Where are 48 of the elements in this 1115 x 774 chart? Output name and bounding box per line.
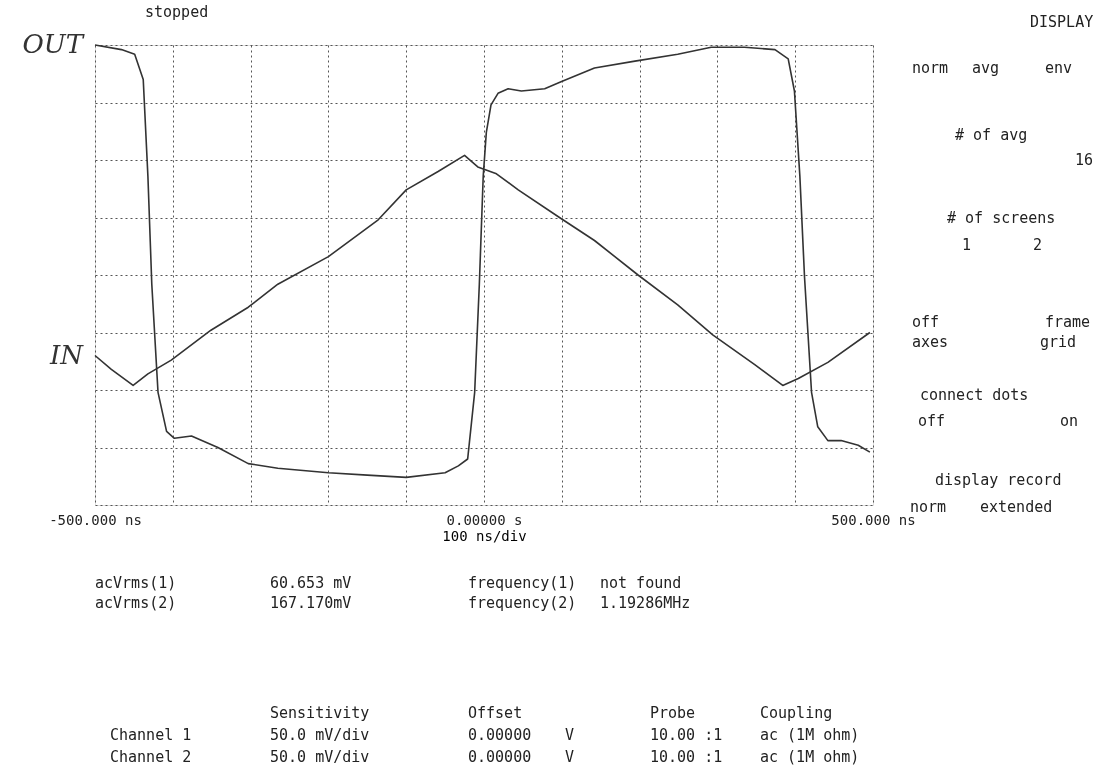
text: norm xyxy=(912,59,949,77)
text: extended xyxy=(980,498,1053,516)
x-tick-label: 0.00000 s xyxy=(446,511,523,528)
text: 10.00 :1 xyxy=(650,748,723,766)
text: 10.00 :1 xyxy=(650,726,723,744)
text: ac (1M ohm) xyxy=(760,726,860,744)
text: frequency(2) xyxy=(468,594,577,612)
text: not found xyxy=(600,574,682,592)
text: off xyxy=(912,313,940,331)
text: env xyxy=(1045,59,1073,77)
text: 2 xyxy=(1033,236,1043,254)
text: 167.170mV xyxy=(270,594,352,612)
text: acVrms(1) xyxy=(95,574,177,592)
text: V xyxy=(565,748,575,766)
text: connect dots xyxy=(920,386,1029,404)
text: 0.00000 xyxy=(468,748,532,766)
text: avg xyxy=(972,59,1000,77)
series-label: OUT xyxy=(22,29,85,59)
text: # of avg xyxy=(955,126,1028,144)
text: acVrms(2) xyxy=(95,594,177,612)
text: 50.0 mV/div xyxy=(270,748,370,766)
text: 1 xyxy=(962,236,972,254)
text: # of screens xyxy=(947,209,1056,227)
text: Channel 2 xyxy=(110,748,192,766)
x-axis-title: 100 ns/div xyxy=(442,527,527,544)
text: Channel 1 xyxy=(110,726,192,744)
text: 0.00000 xyxy=(468,726,532,744)
text: Sensitivity xyxy=(270,704,370,722)
text: frame xyxy=(1045,313,1091,331)
text: grid xyxy=(1040,333,1077,351)
text: 60.653 mV xyxy=(270,574,352,592)
text: axes xyxy=(912,333,949,351)
text: off xyxy=(918,412,946,430)
text: DISPLAY xyxy=(1030,13,1094,31)
text: V xyxy=(565,726,575,744)
text: Offset xyxy=(468,704,523,722)
x-tick-label: -500.000 ns xyxy=(49,511,142,528)
text: Probe xyxy=(650,704,696,722)
text: frequency(1) xyxy=(468,574,577,592)
text: 16 xyxy=(1075,151,1094,169)
text: display record xyxy=(935,471,1062,489)
text: stopped xyxy=(145,3,209,21)
text: ac (1M ohm) xyxy=(760,748,860,766)
text: Coupling xyxy=(760,704,833,722)
series-label: IN xyxy=(48,339,85,370)
text: 50.0 mV/div xyxy=(270,726,370,744)
text: 1.19286MHz xyxy=(600,594,691,612)
text: on xyxy=(1060,412,1079,430)
